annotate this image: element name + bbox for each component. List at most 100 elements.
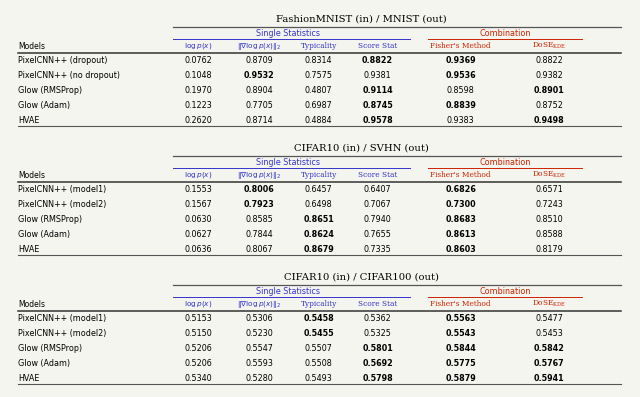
- Text: $\log p(x)$: $\log p(x)$: [184, 41, 212, 51]
- Text: DoSE$_{\mathregular{KDE}}$: DoSE$_{\mathregular{KDE}}$: [532, 299, 566, 309]
- Text: 0.8588: 0.8588: [535, 230, 563, 239]
- Text: 0.7243: 0.7243: [535, 200, 563, 209]
- Text: 0.5798: 0.5798: [362, 374, 393, 383]
- Text: 0.8006: 0.8006: [244, 185, 275, 194]
- Text: Glow (Adam): Glow (Adam): [18, 359, 70, 368]
- Text: PixelCNN++ (dropout): PixelCNN++ (dropout): [18, 56, 108, 65]
- Text: 0.7575: 0.7575: [305, 71, 333, 80]
- Text: Score Stat: Score Stat: [358, 42, 397, 50]
- Text: 0.6498: 0.6498: [305, 200, 333, 209]
- Text: 0.8624: 0.8624: [303, 230, 334, 239]
- Text: PixelCNN++ (model1): PixelCNN++ (model1): [18, 314, 106, 323]
- Text: 0.8822: 0.8822: [535, 56, 563, 65]
- Text: 0.5842: 0.5842: [534, 344, 564, 353]
- Text: 0.5508: 0.5508: [305, 359, 333, 368]
- Text: 0.5206: 0.5206: [184, 344, 212, 353]
- Text: CIFAR10 (in) / CIFAR100 (out): CIFAR10 (in) / CIFAR100 (out): [284, 273, 439, 282]
- Text: 0.9369: 0.9369: [445, 56, 476, 65]
- Text: 0.5340: 0.5340: [184, 374, 212, 383]
- Text: HVAE: HVAE: [18, 116, 39, 125]
- Text: $\|\nabla \log p(x)\|_2$: $\|\nabla \log p(x)\|_2$: [237, 40, 282, 52]
- Text: Models: Models: [18, 42, 45, 50]
- Text: 0.8745: 0.8745: [362, 101, 393, 110]
- Text: Combination: Combination: [479, 29, 531, 38]
- Text: 0.4807: 0.4807: [305, 86, 333, 95]
- Text: 0.5507: 0.5507: [305, 344, 333, 353]
- Text: Glow (RMSProp): Glow (RMSProp): [18, 215, 82, 224]
- Text: 0.7844: 0.7844: [245, 230, 273, 239]
- Text: 0.8585: 0.8585: [245, 215, 273, 224]
- Text: $\log p(x)$: $\log p(x)$: [184, 299, 212, 309]
- Text: Typicality: Typicality: [301, 300, 337, 308]
- Text: 0.5477: 0.5477: [535, 314, 563, 323]
- Text: 0.9532: 0.9532: [244, 71, 275, 80]
- Text: 0.8683: 0.8683: [445, 215, 476, 224]
- Text: 0.6407: 0.6407: [364, 185, 392, 194]
- Text: 0.5879: 0.5879: [445, 374, 476, 383]
- Text: 0.5325: 0.5325: [364, 329, 392, 338]
- Text: Glow (RMSProp): Glow (RMSProp): [18, 86, 82, 95]
- Text: 0.5362: 0.5362: [364, 314, 392, 323]
- Text: 0.6826: 0.6826: [445, 185, 476, 194]
- Text: $\|\nabla \log p(x)\|_2$: $\|\nabla \log p(x)\|_2$: [237, 170, 282, 181]
- Text: 0.5280: 0.5280: [245, 374, 273, 383]
- Text: PixelCNN++ (no dropout): PixelCNN++ (no dropout): [18, 71, 120, 80]
- Text: 0.8839: 0.8839: [445, 101, 476, 110]
- Text: Combination: Combination: [479, 158, 531, 167]
- Text: Score Stat: Score Stat: [358, 171, 397, 179]
- Text: PixelCNN++ (model2): PixelCNN++ (model2): [18, 200, 106, 209]
- Text: 0.5458: 0.5458: [303, 314, 334, 323]
- Text: 0.7067: 0.7067: [364, 200, 392, 209]
- Text: 0.9536: 0.9536: [445, 71, 476, 80]
- Text: 0.9498: 0.9498: [534, 116, 564, 125]
- Text: 0.2620: 0.2620: [184, 116, 212, 125]
- Text: Fisher's Method: Fisher's Method: [431, 300, 491, 308]
- Text: 0.0627: 0.0627: [184, 230, 212, 239]
- Text: 0.4884: 0.4884: [305, 116, 332, 125]
- Text: Combination: Combination: [479, 287, 531, 296]
- Text: Single Statistics: Single Statistics: [256, 287, 320, 296]
- Text: Glow (Adam): Glow (Adam): [18, 230, 70, 239]
- Text: Models: Models: [18, 171, 45, 179]
- Text: 0.7335: 0.7335: [364, 245, 392, 254]
- Text: 0.8603: 0.8603: [445, 245, 476, 254]
- Text: 0.5206: 0.5206: [184, 359, 212, 368]
- Text: 0.5801: 0.5801: [362, 344, 393, 353]
- Text: 0.8904: 0.8904: [245, 86, 273, 95]
- Text: 0.5767: 0.5767: [534, 359, 564, 368]
- Text: 0.6571: 0.6571: [535, 185, 563, 194]
- Text: 0.8067: 0.8067: [245, 245, 273, 254]
- Text: 0.8822: 0.8822: [362, 56, 393, 65]
- Text: HVAE: HVAE: [18, 245, 39, 254]
- Text: 0.5153: 0.5153: [184, 314, 212, 323]
- Text: Single Statistics: Single Statistics: [256, 158, 320, 167]
- Text: 0.6457: 0.6457: [305, 185, 333, 194]
- Text: 0.7655: 0.7655: [364, 230, 392, 239]
- Text: 0.1970: 0.1970: [184, 86, 212, 95]
- Text: 0.5306: 0.5306: [245, 314, 273, 323]
- Text: 0.8314: 0.8314: [305, 56, 332, 65]
- Text: 0.7705: 0.7705: [245, 101, 273, 110]
- Text: 0.8613: 0.8613: [445, 230, 476, 239]
- Text: PixelCNN++ (model2): PixelCNN++ (model2): [18, 329, 106, 338]
- Text: 0.5563: 0.5563: [445, 314, 476, 323]
- Text: 0.6987: 0.6987: [305, 101, 333, 110]
- Text: 0.5453: 0.5453: [535, 329, 563, 338]
- Text: 0.5844: 0.5844: [445, 344, 476, 353]
- Text: FashionMNIST (in) / MNIST (out): FashionMNIST (in) / MNIST (out): [276, 15, 447, 24]
- Text: 0.0636: 0.0636: [185, 245, 212, 254]
- Text: 0.8714: 0.8714: [245, 116, 273, 125]
- Text: 0.5593: 0.5593: [245, 359, 273, 368]
- Text: 0.5543: 0.5543: [445, 329, 476, 338]
- Text: DoSE$_{\mathregular{KDE}}$: DoSE$_{\mathregular{KDE}}$: [532, 41, 566, 51]
- Text: 0.5941: 0.5941: [534, 374, 564, 383]
- Text: Typicality: Typicality: [301, 171, 337, 179]
- Text: Single Statistics: Single Statistics: [256, 29, 320, 38]
- Text: 0.8179: 0.8179: [535, 245, 563, 254]
- Text: 0.9382: 0.9382: [535, 71, 563, 80]
- Text: Glow (RMSProp): Glow (RMSProp): [18, 344, 82, 353]
- Text: $\log p(x)$: $\log p(x)$: [184, 170, 212, 180]
- Text: 0.5150: 0.5150: [184, 329, 212, 338]
- Text: 0.8752: 0.8752: [535, 101, 563, 110]
- Text: 0.8651: 0.8651: [303, 215, 334, 224]
